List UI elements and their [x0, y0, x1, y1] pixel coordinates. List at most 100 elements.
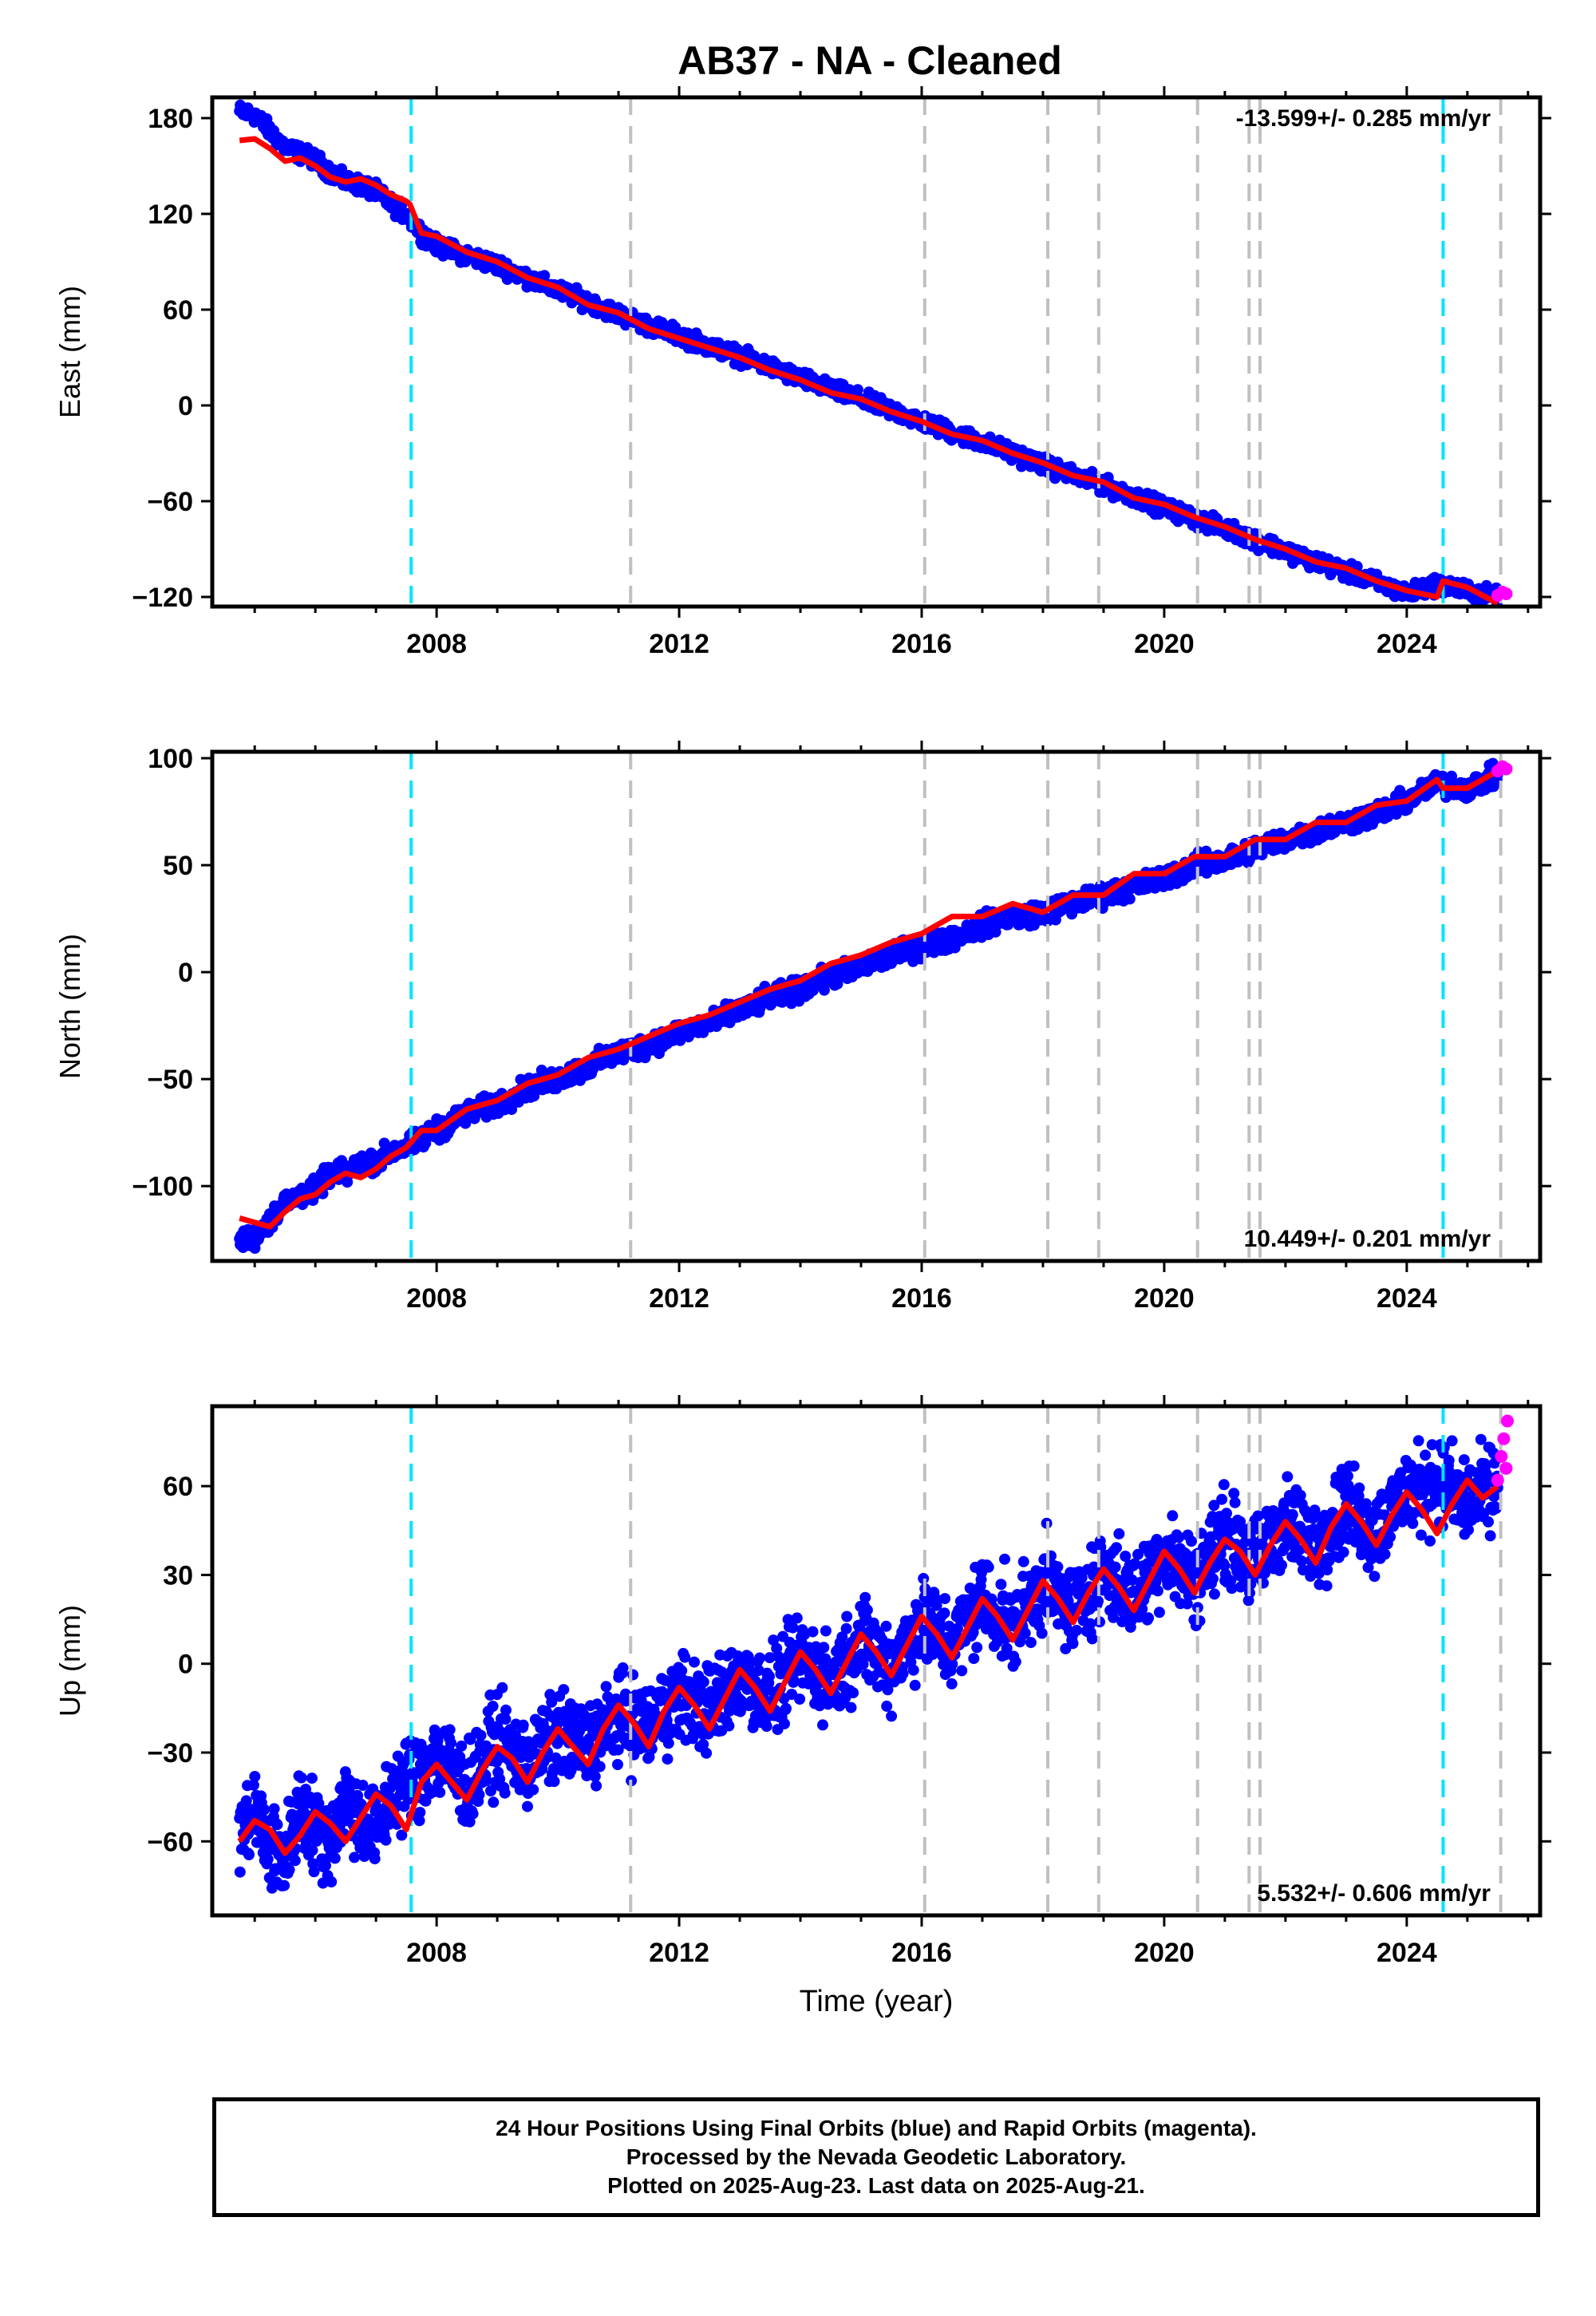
y-axis-label: North (mm): [53, 934, 86, 1079]
y-tick-label: 0: [178, 958, 193, 988]
final-point: [506, 1104, 518, 1116]
final-point: [1086, 465, 1098, 477]
final-point: [414, 1807, 426, 1818]
x-axis: 2008 2012 2016 2020 2024: [253, 741, 1530, 1314]
x-tick-label: 2008: [406, 629, 467, 659]
final-point: [1124, 893, 1136, 905]
final-point: [861, 1604, 873, 1616]
final-point: [329, 1852, 341, 1864]
final-point: [612, 1744, 624, 1756]
final-point: [487, 1701, 499, 1712]
final-point: [326, 1876, 338, 1887]
final-point: [679, 1651, 691, 1663]
final-point: [612, 1759, 623, 1770]
final-point: [500, 1704, 512, 1716]
final-point: [807, 1626, 819, 1638]
final-point: [548, 1776, 560, 1788]
x-tick-label: 2012: [649, 629, 709, 659]
final-point: [485, 1785, 496, 1796]
plot-area: [234, 1406, 1514, 1915]
final-point: [791, 1612, 803, 1624]
y-tick-label: 60: [163, 295, 193, 326]
final-point: [467, 1808, 479, 1820]
final-point: [546, 1696, 558, 1708]
final-point: [841, 1611, 853, 1622]
x-tick-label: 2012: [649, 1283, 709, 1314]
x-axis: 2008 2012 2016 2020 2024: [253, 86, 1530, 659]
final-point: [820, 1625, 832, 1637]
final-orbit-points: [234, 1433, 1503, 1894]
final-point: [308, 1866, 320, 1878]
rapid-orbit-points: [1491, 586, 1513, 602]
final-point: [689, 1656, 700, 1668]
final-point: [662, 1737, 674, 1749]
x-tick-label: 2016: [891, 629, 952, 659]
plot-area: [234, 97, 1513, 607]
y-tick-label: 180: [148, 104, 193, 134]
final-point: [380, 1834, 392, 1846]
final-point: [779, 1717, 790, 1729]
final-point: [313, 1797, 325, 1809]
final-point: [444, 1724, 456, 1736]
final-point: [527, 1784, 539, 1796]
final-point: [320, 1860, 331, 1871]
final-point: [475, 1729, 487, 1741]
final-point: [369, 1853, 381, 1865]
final-point: [794, 1694, 806, 1705]
final-point: [234, 1866, 246, 1878]
model-line: [239, 769, 1499, 1230]
rapid-orbit-points: [1491, 760, 1513, 778]
final-point: [851, 384, 863, 396]
final-point: [840, 1622, 852, 1634]
final-point: [259, 1804, 271, 1816]
plot-frame: [210, 95, 1543, 609]
x-tick-label: 2020: [1134, 629, 1195, 659]
final-point: [859, 1591, 871, 1603]
y-axis-label: East (mm): [53, 286, 86, 418]
final-point: [456, 1740, 468, 1752]
final-point: [306, 1773, 318, 1784]
final-point: [499, 1787, 511, 1799]
y-tick-label: 0: [178, 391, 193, 421]
final-point: [760, 1721, 772, 1732]
final-point: [845, 1701, 857, 1713]
y-tick-label: −100: [132, 1172, 193, 1202]
final-point: [295, 1772, 307, 1784]
final-point: [247, 1779, 259, 1791]
x-tick-label: 2016: [891, 1283, 952, 1314]
final-point: [306, 1844, 318, 1856]
rate-label: 10.449+/- 0.201 mm/yr: [1244, 1226, 1491, 1252]
final-point: [355, 1798, 367, 1810]
final-point: [591, 1780, 602, 1792]
final-point: [820, 1653, 832, 1665]
final-point: [249, 1771, 261, 1782]
final-point: [817, 1719, 828, 1731]
rate-label: -13.599+/- 0.285 mm/yr: [1236, 105, 1491, 132]
x-tick-label: 2008: [406, 1283, 467, 1314]
final-point: [243, 1849, 255, 1860]
final-point: [488, 1796, 500, 1808]
final-point: [654, 1695, 666, 1707]
y-tick-label: 120: [148, 200, 193, 230]
final-orbit-points: [234, 99, 1503, 607]
rapid-point: [1499, 762, 1513, 776]
x-tick-label: 2020: [1134, 1283, 1195, 1314]
final-point: [336, 163, 348, 175]
final-point: [754, 1652, 766, 1664]
x-tick-label: 2024: [1377, 629, 1437, 659]
final-point: [697, 1738, 709, 1750]
y-tick-label: −50: [147, 1065, 193, 1095]
final-point: [788, 1675, 800, 1686]
x-tick-label: 2024: [1377, 1283, 1437, 1314]
final-point: [701, 1747, 713, 1759]
final-point: [473, 1788, 485, 1800]
final-point: [818, 1642, 830, 1654]
final-point: [480, 1775, 492, 1787]
final-point: [662, 1753, 674, 1765]
final-orbit-points: [234, 757, 1503, 1254]
